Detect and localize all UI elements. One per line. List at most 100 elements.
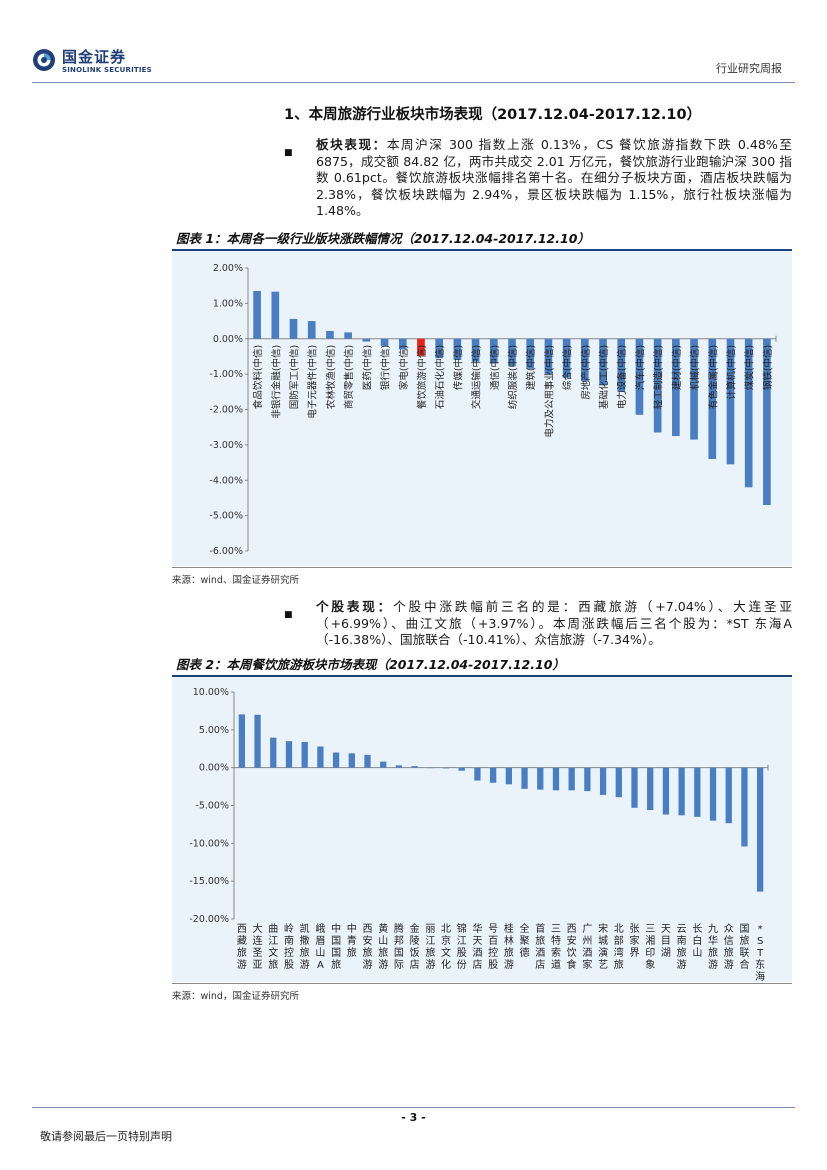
bar-基础化工(中信)	[599, 338, 607, 385]
x-tick-label: 西安旅游	[363, 924, 373, 971]
bar-建筑(中信)	[526, 338, 535, 369]
bar-建材(中信)	[672, 338, 680, 437]
bar-丽江旅游	[427, 767, 434, 769]
x-tick-label: 家电(中信)	[398, 345, 410, 390]
x-tick-label: 云南旅游	[677, 924, 687, 971]
bar-首旅酒店	[537, 767, 544, 790]
y-tick-label: 5.00%	[199, 725, 229, 736]
bar-机械(中信)	[690, 338, 698, 440]
x-tick-label: 机械(中信)	[689, 345, 701, 390]
x-tick-label: 电子元器件(中信)	[307, 345, 319, 419]
x-tick-label: 中国国旅	[331, 922, 341, 971]
x-tick-label: 曲江文旅	[268, 923, 278, 971]
figure1-source: 来源：wind、国金证券研究所	[172, 575, 299, 586]
section-title: 1、本周旅游行业板块市场表现（2017.12.04-2017.12.10）	[284, 107, 702, 123]
x-tick-label: 房地产(中信)	[580, 345, 592, 400]
y-tick-label: -5.00%	[209, 511, 243, 522]
figure2-bottom-rule	[172, 983, 792, 984]
bar-通信(中信)	[489, 338, 498, 364]
x-tick-label: 交通运输(中信)	[471, 345, 483, 409]
x-tick-label: 基础化工(中信)	[598, 345, 610, 409]
bar-西安旅游	[364, 754, 371, 768]
x-tick-label: 华天酒店	[472, 922, 482, 971]
x-tick-label: 张家界	[630, 923, 640, 959]
x-tick-label: 金陵饭店	[410, 922, 420, 971]
bar-凯撒旅游	[301, 741, 308, 768]
x-tick-label: 建筑(中信)	[525, 345, 537, 390]
y-tick-label: -2.00%	[209, 405, 243, 416]
bar-长白山	[694, 767, 701, 817]
x-tick-label: 商贸零售(中信)	[343, 345, 355, 409]
x-tick-label: 国旅联合	[739, 923, 749, 971]
bar-天目湖	[662, 767, 670, 815]
y-tick-label: -10.00%	[189, 838, 229, 849]
x-tick-label: 中青旅	[347, 922, 357, 959]
x-tick-label: 西藏旅游	[237, 924, 247, 971]
x-tick-label: 岭南控股	[284, 922, 294, 971]
x-tick-label: 传媒(中信)	[452, 345, 464, 390]
bar-锦江股份	[458, 767, 465, 771]
x-tick-label: 三特索道	[551, 924, 561, 971]
stock-performance-text: 个股中涨跌幅前三名的是：西藏旅游（+7.04%）、大连圣亚（+6.99%）、曲江…	[316, 599, 793, 648]
bar-计算机(中信)	[726, 338, 735, 465]
bar-食品饮料(中信)	[253, 290, 261, 339]
bullet-icon: ■	[284, 610, 293, 620]
x-tick-label: 石油石化(中信)	[434, 345, 446, 409]
x-tick-label: 电力及公用事业(中信)	[543, 345, 555, 438]
x-tick-label: 三湘印象	[645, 924, 655, 971]
bar-腾邦国际	[395, 765, 403, 768]
figure2-background	[172, 677, 792, 982]
bar-宋城演艺	[599, 767, 607, 795]
figure1-title: 图表 1：本周各一级行业版块涨跌幅情况（2017.12.04-2017.12.1…	[172, 228, 792, 251]
bar-九华旅游	[709, 767, 717, 821]
footer-divider	[32, 1107, 795, 1108]
x-tick-label: 非银行金融(中信)	[270, 345, 282, 419]
y-tick-label: -3.00%	[209, 440, 243, 451]
x-tick-label: 凯撒旅游	[300, 922, 310, 971]
bar-钢铁(中信)	[763, 338, 771, 506]
bar-银行(中信)	[380, 338, 389, 346]
bar-电力设备(中信)	[617, 338, 626, 392]
bar-大连圣亚	[254, 714, 261, 768]
bar-岭南控股	[285, 741, 293, 768]
bar-北京文化	[442, 767, 450, 769]
bar-西藏旅游	[238, 714, 245, 768]
bar-农林牧渔(中信)	[326, 330, 334, 339]
x-tick-label: 天目湖	[661, 924, 671, 959]
x-tick-label: 号百控股	[488, 923, 498, 971]
bar-石油石化(中信)	[435, 338, 443, 359]
logo-english-name: SINOLINK SECURITIES	[62, 66, 152, 74]
sector-performance-paragraph: 板块表现：本周沪深 300 指数上涨 0.13%，CS 餐饮旅游指数下跌 0.4…	[316, 137, 792, 220]
y-tick-label: -1.00%	[209, 369, 243, 380]
y-tick-label: 0.00%	[199, 763, 229, 774]
y-tick-label: -20.00%	[189, 914, 229, 925]
x-tick-label: 丽江旅游	[425, 924, 435, 971]
x-tick-label: 纺织服装(中信)	[507, 345, 519, 409]
bar-中青旅	[348, 753, 355, 768]
y-tick-label: 10.00%	[193, 687, 229, 698]
figure1-title-text: 图表 1：本周各一级行业版块涨跌幅情况（2017.12.04-2017.12.1…	[176, 231, 590, 246]
x-tick-label: 银行(中信)	[380, 345, 392, 390]
stock-performance-paragraph: 个股表现：个股中涨跌幅前三名的是：西藏旅游（+7.04%）、大连圣亚（+6.99…	[316, 599, 792, 649]
bar-北部湾旅	[615, 767, 622, 798]
bar-医药(中信)	[362, 338, 371, 342]
x-tick-label: 大连圣亚	[253, 922, 263, 971]
figure2-title-text: 图表 2：本周餐饮旅游板块市场表现（2017.12.04-2017.12.10）	[176, 657, 565, 672]
bar-国防军工(中信)	[289, 318, 298, 339]
logo-chinese-name: 国金证券	[62, 48, 127, 66]
bar-金陵饭店	[411, 766, 418, 768]
bar-电子元器件(中信)	[307, 321, 316, 339]
x-tick-label: 有色金属(中信)	[707, 345, 719, 409]
bar-号百控股	[490, 767, 497, 783]
x-tick-label: 北部湾旅	[614, 923, 624, 971]
x-tick-label: 钢铁(中信)	[762, 345, 774, 390]
bullet-icon: ■	[284, 148, 293, 158]
x-tick-label: 首旅酒店	[535, 922, 545, 971]
bar-有色金属(中信)	[708, 338, 717, 460]
bar-华天酒店	[474, 767, 481, 781]
bar-传媒(中信)	[453, 338, 462, 360]
bar-电力及公用事业(中信)	[544, 338, 553, 375]
y-tick-label: 0.00%	[213, 334, 243, 345]
bar-房地产(中信)	[581, 338, 589, 382]
